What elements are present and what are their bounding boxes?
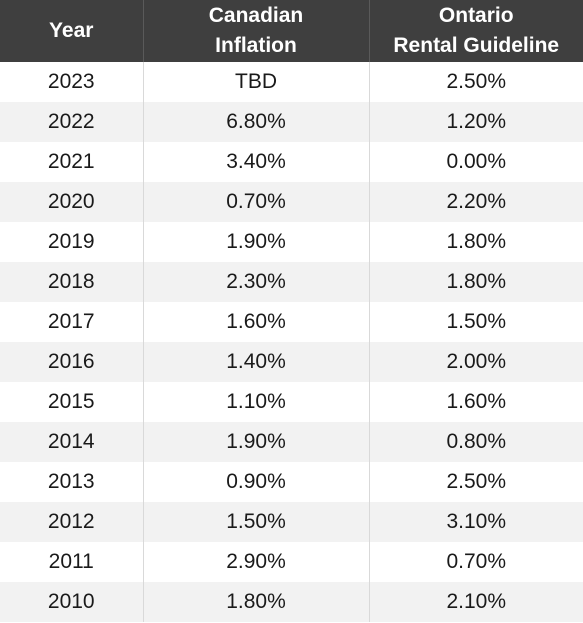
cell-year: 2023 [0, 62, 144, 102]
cell-year: 2010 [0, 582, 144, 622]
header-ontario-rental-guideline: Ontario Rental Guideline [369, 0, 583, 62]
table-row: 2010 1.80% 2.10% [0, 582, 583, 622]
table-row: 2016 1.40% 2.00% [0, 342, 583, 382]
cell-canadian-inflation: 1.60% [143, 302, 370, 342]
table-row: 2022 6.80% 1.20% [0, 102, 583, 142]
cell-canadian-inflation: 1.90% [143, 422, 370, 462]
cell-year: 2011 [0, 542, 144, 582]
cell-canadian-inflation: 0.70% [143, 182, 370, 222]
cell-canadian-inflation: 6.80% [143, 102, 370, 142]
header-row: Year Canadian Inflation Ontario Rental G… [0, 0, 583, 62]
cell-canadian-inflation: 1.80% [143, 582, 370, 622]
header-year-label: Year [49, 19, 94, 42]
cell-canadian-inflation: 1.90% [143, 222, 370, 262]
cell-canadian-inflation: 3.40% [143, 142, 370, 182]
table-row: 2014 1.90% 0.80% [0, 422, 583, 462]
cell-ontario-rental-guideline: 2.00% [369, 342, 583, 382]
cell-year: 2012 [0, 502, 144, 542]
cell-ontario-rental-guideline: 1.50% [369, 302, 583, 342]
table-header: Year Canadian Inflation Ontario Rental G… [0, 0, 583, 62]
cell-year: 2018 [0, 262, 144, 302]
cell-year: 2015 [0, 382, 144, 422]
header-inflation-line-1: Canadian [208, 4, 304, 27]
cell-canadian-inflation: 2.30% [143, 262, 370, 302]
cell-year: 2019 [0, 222, 144, 262]
cell-canadian-inflation: 2.90% [143, 542, 370, 582]
cell-ontario-rental-guideline: 1.60% [369, 382, 583, 422]
header-canadian-inflation: Canadian Inflation [143, 0, 370, 62]
table-row: 2011 2.90% 0.70% [0, 542, 583, 582]
table-row: 2019 1.90% 1.80% [0, 222, 583, 262]
cell-year: 2017 [0, 302, 144, 342]
cell-year: 2021 [0, 142, 144, 182]
cell-year: 2020 [0, 182, 144, 222]
table-row: 2015 1.10% 1.60% [0, 382, 583, 422]
cell-ontario-rental-guideline: 0.00% [369, 142, 583, 182]
cell-ontario-rental-guideline: 1.80% [369, 262, 583, 302]
cell-canadian-inflation: 1.40% [143, 342, 370, 382]
cell-canadian-inflation: 1.10% [143, 382, 370, 422]
cell-year: 2013 [0, 462, 144, 502]
cell-canadian-inflation: 1.50% [143, 502, 370, 542]
table-row: 2012 1.50% 3.10% [0, 502, 583, 542]
cell-ontario-rental-guideline: 2.10% [369, 582, 583, 622]
header-inflation-line-2: Inflation [215, 34, 297, 57]
table-row: 2021 3.40% 0.00% [0, 142, 583, 182]
table-row: 2023 TBD 2.50% [0, 62, 583, 102]
cell-canadian-inflation: TBD [143, 62, 370, 102]
cell-ontario-rental-guideline: 2.50% [369, 462, 583, 502]
table-row: 2018 2.30% 1.80% [0, 262, 583, 302]
cell-year: 2022 [0, 102, 144, 142]
cell-ontario-rental-guideline: 2.50% [369, 62, 583, 102]
header-guideline-line-2: Rental Guideline [393, 34, 560, 57]
cell-ontario-rental-guideline: 3.10% [369, 502, 583, 542]
table-body: 2023 TBD 2.50% 2022 6.80% 1.20% 2021 3.40% 0.00%… [0, 62, 583, 622]
cell-year: 2014 [0, 422, 144, 462]
table-row: 2017 1.60% 1.50% [0, 302, 583, 342]
table-row: 2013 0.90% 2.50% [0, 462, 583, 502]
cell-ontario-rental-guideline: 0.70% [369, 542, 583, 582]
header-guideline-line-1: Ontario [438, 4, 514, 27]
cell-canadian-inflation: 0.90% [143, 462, 370, 502]
cell-ontario-rental-guideline: 1.80% [369, 222, 583, 262]
cell-ontario-rental-guideline: 2.20% [369, 182, 583, 222]
cell-ontario-rental-guideline: 1.20% [369, 102, 583, 142]
cell-ontario-rental-guideline: 0.80% [369, 422, 583, 462]
cell-year: 2016 [0, 342, 144, 382]
header-year: Year [0, 0, 144, 62]
table-row: 2020 0.70% 2.20% [0, 182, 583, 222]
